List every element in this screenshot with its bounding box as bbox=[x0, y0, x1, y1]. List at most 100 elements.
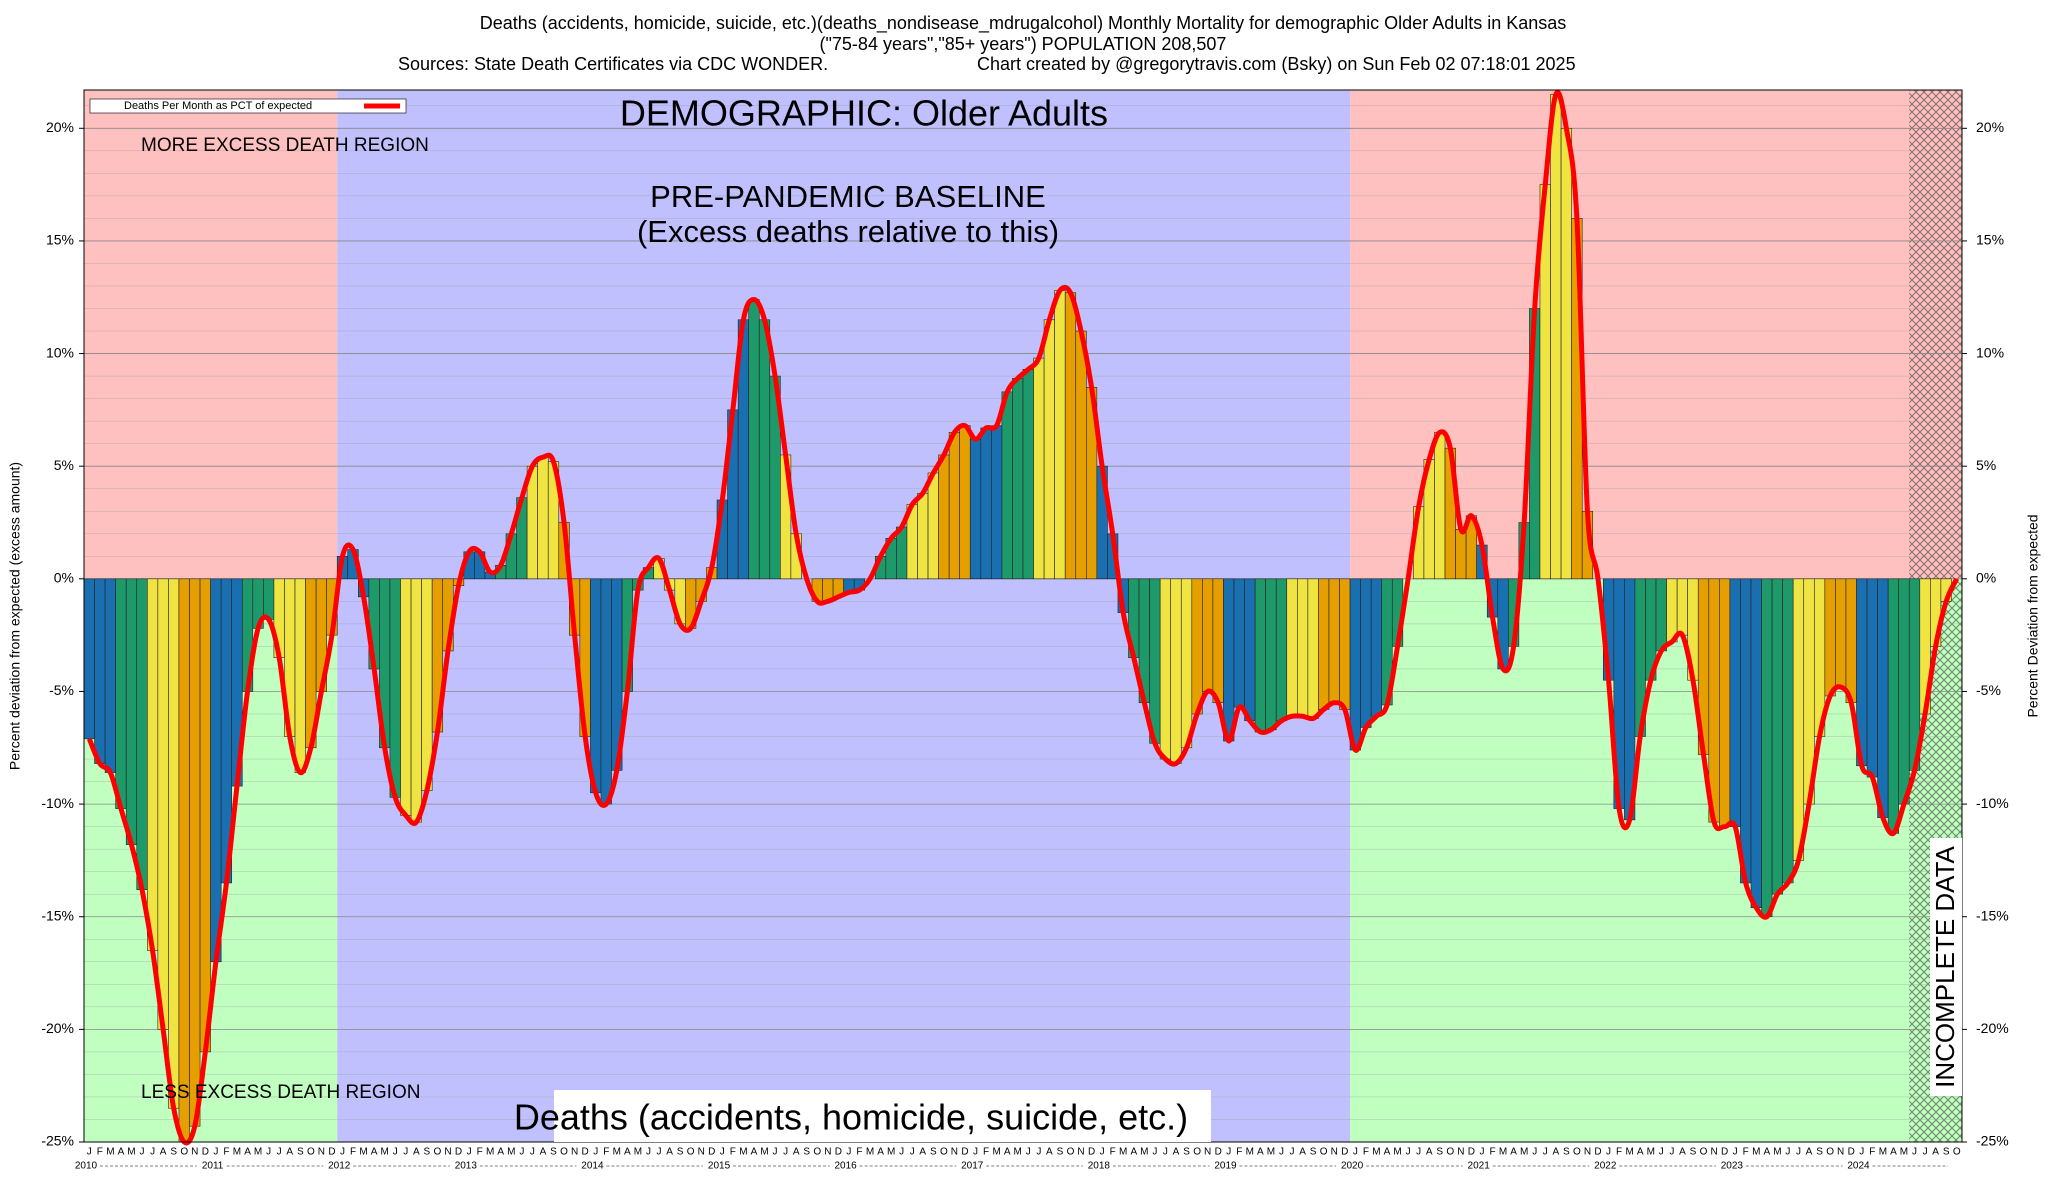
year-label: 2010 bbox=[75, 1161, 98, 1172]
x-tick-label: S bbox=[1690, 1147, 1697, 1158]
x-tick-label: J bbox=[773, 1147, 778, 1158]
year-label: 2015 bbox=[708, 1161, 731, 1172]
chart-subtitle: ("75-84 years","85+ years") POPULATION 2… bbox=[820, 34, 1227, 54]
x-tick-label: S bbox=[1057, 1147, 1064, 1158]
x-tick-label: A bbox=[1552, 1147, 1559, 1158]
bar bbox=[1033, 357, 1045, 580]
y-tick-label: 10% bbox=[46, 344, 74, 360]
bar bbox=[1877, 578, 1889, 818]
x-tick-label: A bbox=[1426, 1147, 1433, 1158]
x-tick-label: A bbox=[877, 1147, 884, 1158]
bar bbox=[1719, 578, 1731, 827]
bar bbox=[1054, 290, 1066, 580]
x-tick-label: D bbox=[1215, 1147, 1222, 1158]
x-tick-label: J bbox=[646, 1147, 651, 1158]
bar bbox=[1666, 578, 1678, 643]
year-label: 2024 bbox=[1847, 1161, 1870, 1172]
y2-tick-label: 10% bbox=[1976, 344, 2004, 360]
x-tick-label: F bbox=[223, 1147, 229, 1158]
x-tick-label: N bbox=[1457, 1147, 1464, 1158]
annotation: DEMOGRAPHIC: Older Adults bbox=[620, 93, 1108, 134]
year-label: 2017 bbox=[961, 1161, 984, 1172]
bar bbox=[748, 299, 760, 580]
x-tick-label: O bbox=[813, 1147, 821, 1158]
x-tick-label: M bbox=[1773, 1147, 1781, 1158]
x-tick-label: A bbox=[413, 1147, 420, 1158]
bar bbox=[1676, 578, 1688, 636]
x-tick-label: J bbox=[1353, 1147, 1358, 1158]
x-tick-label: N bbox=[571, 1147, 578, 1158]
x-tick-label: F bbox=[350, 1147, 356, 1158]
x-tick-label: J bbox=[403, 1147, 408, 1158]
x-tick-label: J bbox=[973, 1147, 978, 1158]
y-tick-label: -20% bbox=[41, 1020, 74, 1036]
x-tick-label: J bbox=[150, 1147, 155, 1158]
x-tick-label: A bbox=[118, 1147, 125, 1158]
bar bbox=[400, 578, 412, 816]
year-label: 2019 bbox=[1214, 1161, 1237, 1172]
label-box bbox=[1930, 838, 1962, 1096]
x-tick-label: N bbox=[1584, 1147, 1591, 1158]
bar bbox=[1012, 378, 1024, 580]
x-tick-label: A bbox=[1004, 1147, 1011, 1158]
x-tick-label: D bbox=[1088, 1147, 1095, 1158]
bar bbox=[1771, 578, 1783, 895]
x-tick-label: A bbox=[1890, 1147, 1897, 1158]
bar bbox=[210, 578, 222, 963]
x-tick-label: O bbox=[687, 1147, 695, 1158]
x-tick-label: N bbox=[1331, 1147, 1338, 1158]
x-tick-label: M bbox=[1393, 1147, 1401, 1158]
bar bbox=[1233, 578, 1245, 708]
x-tick-label: M bbox=[1625, 1147, 1633, 1158]
x-tick-label: O bbox=[180, 1147, 188, 1158]
x-tick-label: F bbox=[1743, 1147, 1749, 1158]
legend-label: Deaths Per Month as PCT of expected bbox=[124, 100, 312, 112]
y-tick-label: 20% bbox=[46, 119, 74, 135]
bar bbox=[199, 578, 211, 1053]
annotation: PRE-PANDEMIC BASELINE bbox=[650, 179, 1046, 214]
x-tick-label: F bbox=[856, 1147, 862, 1158]
x-tick-label: J bbox=[1859, 1147, 1864, 1158]
bar bbox=[1191, 578, 1203, 715]
x-tick-label: J bbox=[266, 1147, 271, 1158]
y-tick-label: 0% bbox=[54, 570, 74, 586]
bar bbox=[1434, 432, 1446, 580]
x-tick-label: O bbox=[1067, 1147, 1075, 1158]
bar bbox=[927, 472, 939, 580]
x-tick-label: N bbox=[1077, 1147, 1084, 1158]
bar bbox=[104, 578, 116, 773]
y2-tick-label: 15% bbox=[1976, 232, 2004, 248]
excess-region bbox=[84, 90, 338, 579]
y2-tick-label: -25% bbox=[1976, 1133, 2009, 1149]
x-tick-label: F bbox=[1236, 1147, 1242, 1158]
bar bbox=[1845, 578, 1857, 704]
bar bbox=[1254, 578, 1266, 733]
y-tick-label: -10% bbox=[41, 795, 74, 811]
legend-box bbox=[89, 98, 407, 114]
x-tick-label: N bbox=[191, 1147, 198, 1158]
bar bbox=[758, 319, 771, 580]
x-tick-label: M bbox=[1752, 1147, 1760, 1158]
x-tick-label: A bbox=[624, 1147, 631, 1158]
bar bbox=[136, 578, 148, 891]
bar bbox=[1212, 578, 1224, 704]
x-tick-label: F bbox=[477, 1147, 483, 1158]
x-tick-label: A bbox=[793, 1147, 800, 1158]
bar bbox=[294, 578, 306, 773]
bar bbox=[1064, 292, 1077, 580]
x-tick-label: J bbox=[1163, 1147, 1168, 1158]
x-tick-label: A bbox=[244, 1147, 251, 1158]
y2-tick-label: -10% bbox=[1976, 795, 2009, 811]
x-tick-label: N bbox=[951, 1147, 958, 1158]
year-label: 2014 bbox=[581, 1161, 604, 1172]
x-tick-label: D bbox=[1468, 1147, 1475, 1158]
x-tick-label: J bbox=[1406, 1147, 1411, 1158]
bar bbox=[147, 578, 159, 951]
x-tick-label: M bbox=[760, 1147, 768, 1158]
bar bbox=[1022, 369, 1034, 580]
x-tick-label: J bbox=[1036, 1147, 1041, 1158]
x-tick-label: S bbox=[930, 1147, 937, 1158]
x-tick-label: M bbox=[1499, 1147, 1507, 1158]
year-label: 2018 bbox=[1088, 1161, 1111, 1172]
